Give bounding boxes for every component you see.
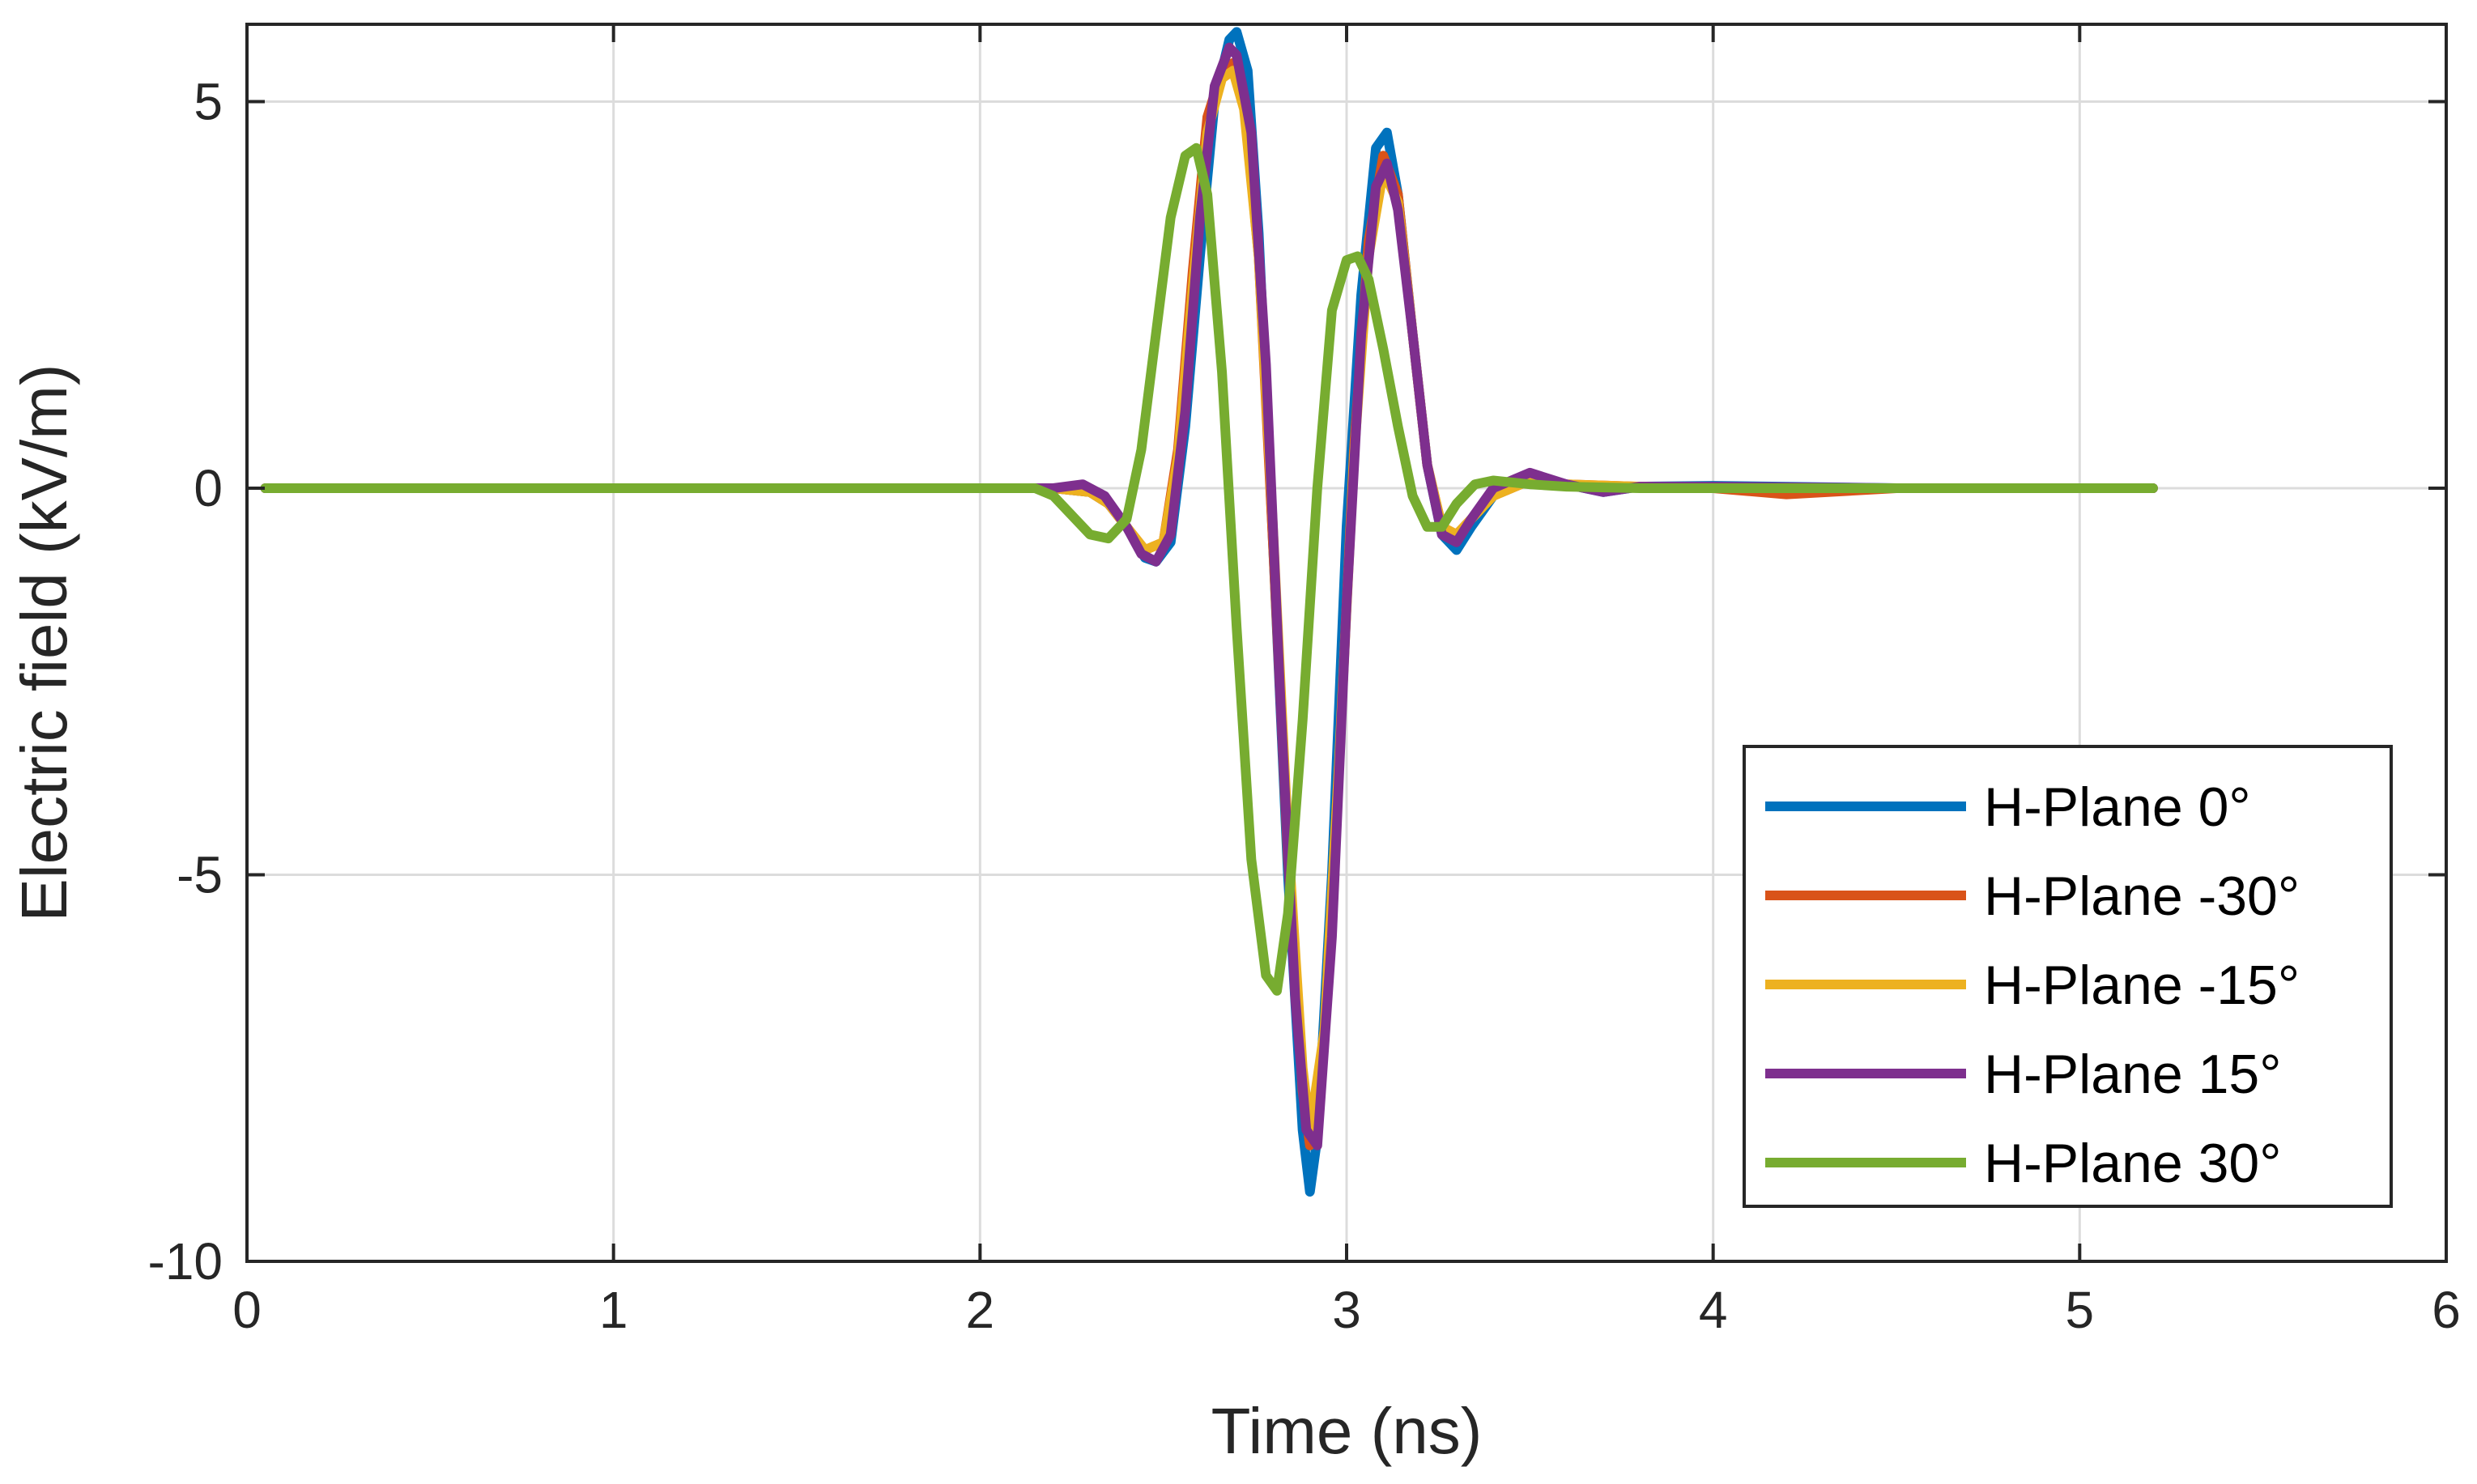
- legend-label: H-Plane 30°: [1984, 1133, 2281, 1194]
- legend: H-Plane 0° H-Plane -30° H-Plane -15° H-Plan…: [1743, 745, 2393, 1208]
- y-tick-label: -10: [148, 1232, 223, 1291]
- x-tick-label: 3: [1332, 1281, 1361, 1339]
- y-tick-label: 0: [194, 459, 223, 517]
- x-axis: 0 1 2 3 4 5 6: [232, 24, 2461, 1339]
- legend-box: [1743, 745, 2393, 1208]
- y-axis-label: Electric field (kV/m): [8, 364, 80, 922]
- y-tick-label: -5: [177, 846, 223, 904]
- legend-label: H-Plane 15°: [1984, 1044, 2281, 1105]
- x-tick-label: 5: [2066, 1281, 2095, 1339]
- y-axis: -10 -5 0 5: [148, 73, 2446, 1291]
- series-layer: [260, 27, 2158, 1197]
- legend-label: H-Plane -15°: [1984, 955, 2300, 1016]
- x-tick-label: 6: [2432, 1281, 2461, 1339]
- x-tick-label: 0: [232, 1281, 262, 1339]
- y-tick-label: 5: [194, 73, 223, 131]
- series-line: [260, 42, 2158, 1150]
- x-axis-label: Time (ns): [1211, 1395, 1483, 1467]
- series-line: [260, 142, 2158, 996]
- legend-label: H-Plane -30°: [1984, 865, 2300, 927]
- legend-label: H-Plane 0°: [1984, 776, 2251, 838]
- x-tick-label: 1: [599, 1281, 628, 1339]
- x-tick-label: 2: [966, 1281, 995, 1339]
- x-tick-label: 4: [1699, 1281, 1728, 1339]
